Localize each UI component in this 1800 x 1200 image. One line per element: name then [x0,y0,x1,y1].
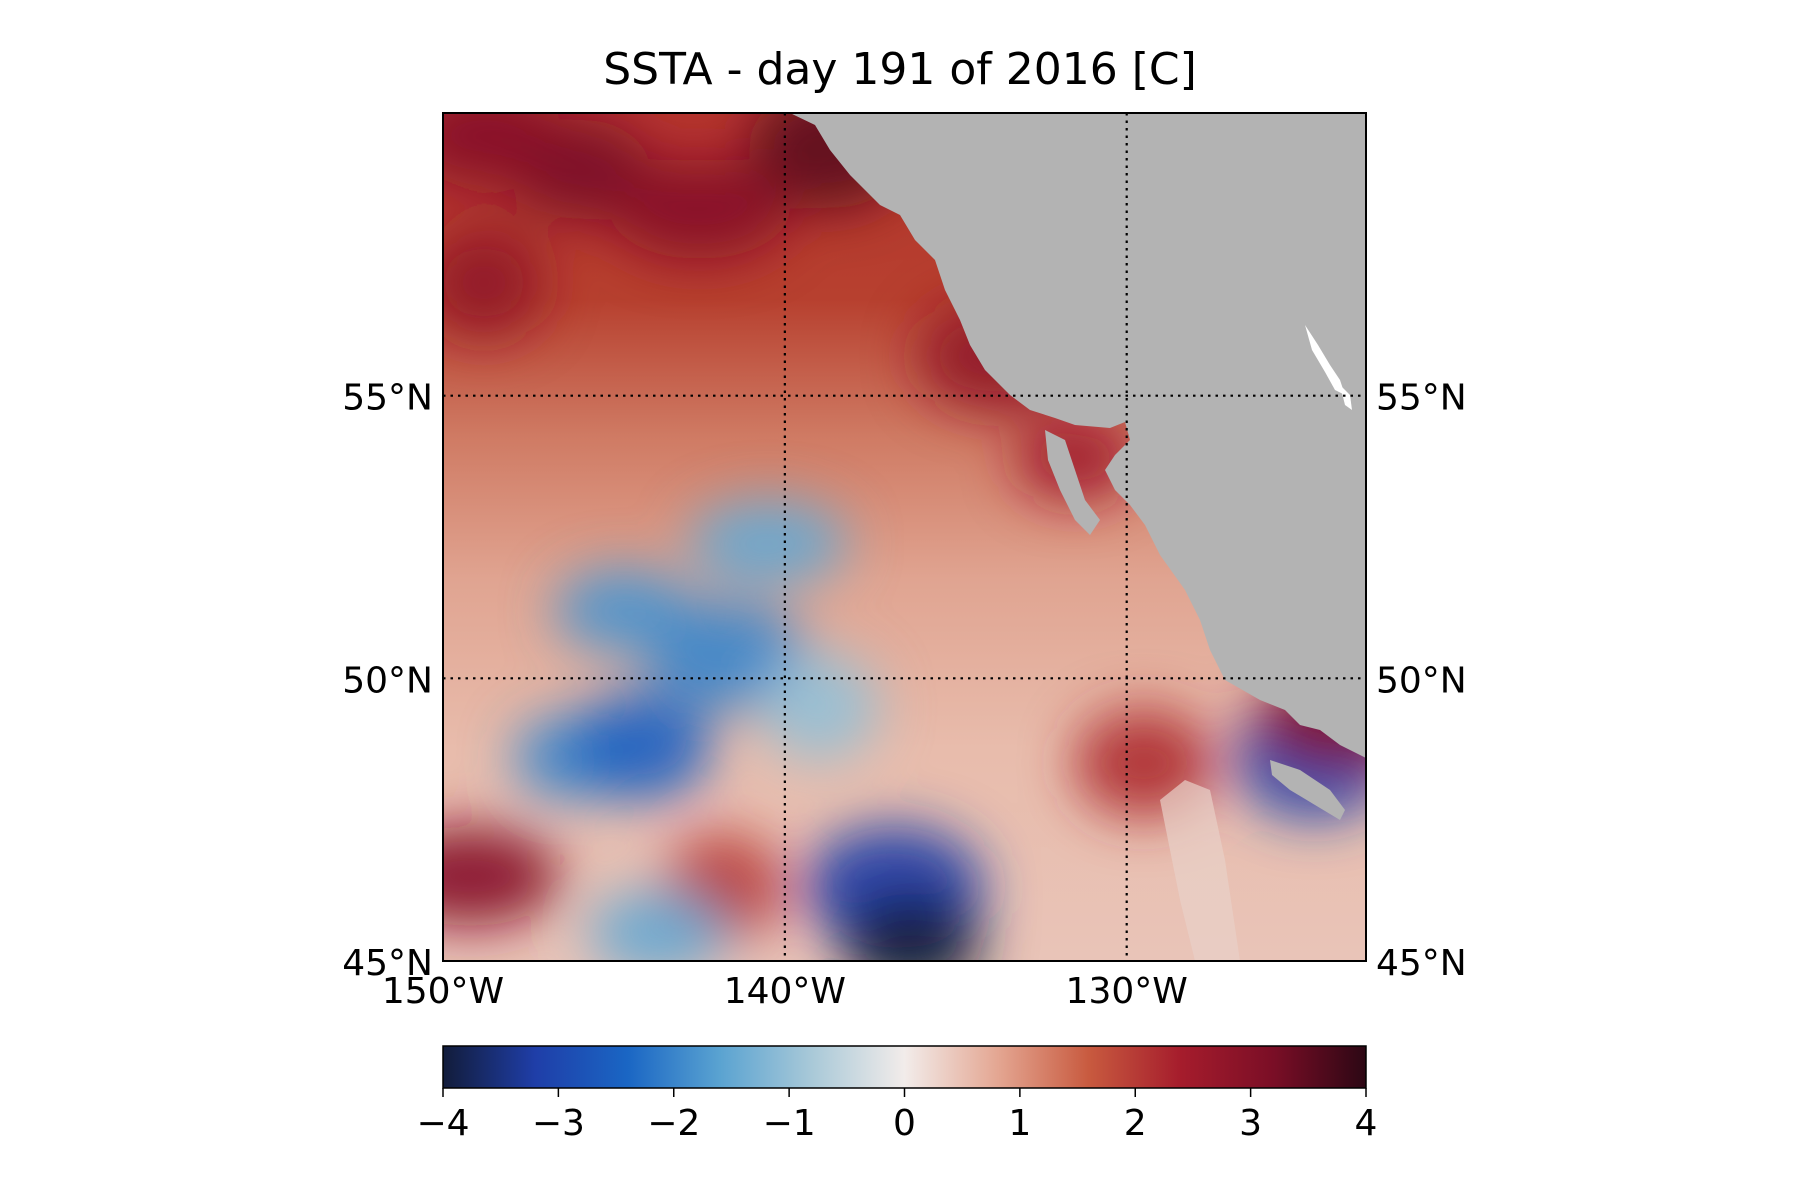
gridlines [443,113,1366,961]
colorbar-tick-label: 2 [1124,1103,1147,1144]
lat-label-right: 45°N [1376,943,1467,984]
colorbar-tick-label: −1 [763,1103,816,1144]
island [1045,430,1100,535]
colorbar-ticks: −4 −3 −2 −1 0 1 2 3 4 [416,1088,1377,1144]
warm-anomaly-patch [443,228,544,338]
lat-label-right: 50°N [1376,660,1467,701]
colorbar: −4 −3 −2 −1 0 1 2 3 4 [416,1045,1377,1144]
cool-anomaly-patch [841,894,982,961]
lon-label: 140°W [724,971,846,1012]
lakes [1305,325,1352,410]
colorbar-gradient [442,1045,1367,1089]
warm-anomaly-patch [443,826,561,927]
cool-anomaly-patch [759,652,879,762]
latitude-labels: 55°N 55°N 50°N 50°N 45°N 45°N [342,378,1467,984]
map-title: SSTA - day 191 of 2016 [C] [603,44,1197,95]
cool-anomaly-patch [588,890,728,961]
anomaly-layer [443,113,1366,961]
coastal-water [1160,780,1240,961]
colorbar-tick-label: −4 [416,1103,469,1144]
warm-anomaly-patch [609,159,790,260]
warm-anomaly-patch [443,113,564,186]
land-mass [790,113,1366,758]
map-area [443,113,1366,961]
lat-label-left: 45°N [342,943,433,984]
colorbar-tick-label: −2 [647,1103,700,1144]
lon-label: 130°W [1066,971,1188,1012]
lon-label: 150°W [382,971,504,1012]
lat-label-left: 50°N [342,660,433,701]
island [1270,760,1345,820]
lat-label-left: 55°N [342,378,433,419]
colorbar-tick-label: −3 [532,1103,585,1144]
cool-anomaly-patch [571,691,711,801]
colorbar-tick-label: 3 [1239,1103,1262,1144]
longitude-labels: 150°W 140°W 130°W [382,971,1188,1012]
colorbar-tick-label: 1 [1008,1103,1031,1144]
colorbar-tick-label: 0 [893,1103,916,1144]
cool-anomaly-patch [688,500,848,586]
colorbar-tick-label: 4 [1355,1103,1378,1144]
map-frame [442,112,1367,962]
lat-label-right: 55°N [1376,378,1467,419]
